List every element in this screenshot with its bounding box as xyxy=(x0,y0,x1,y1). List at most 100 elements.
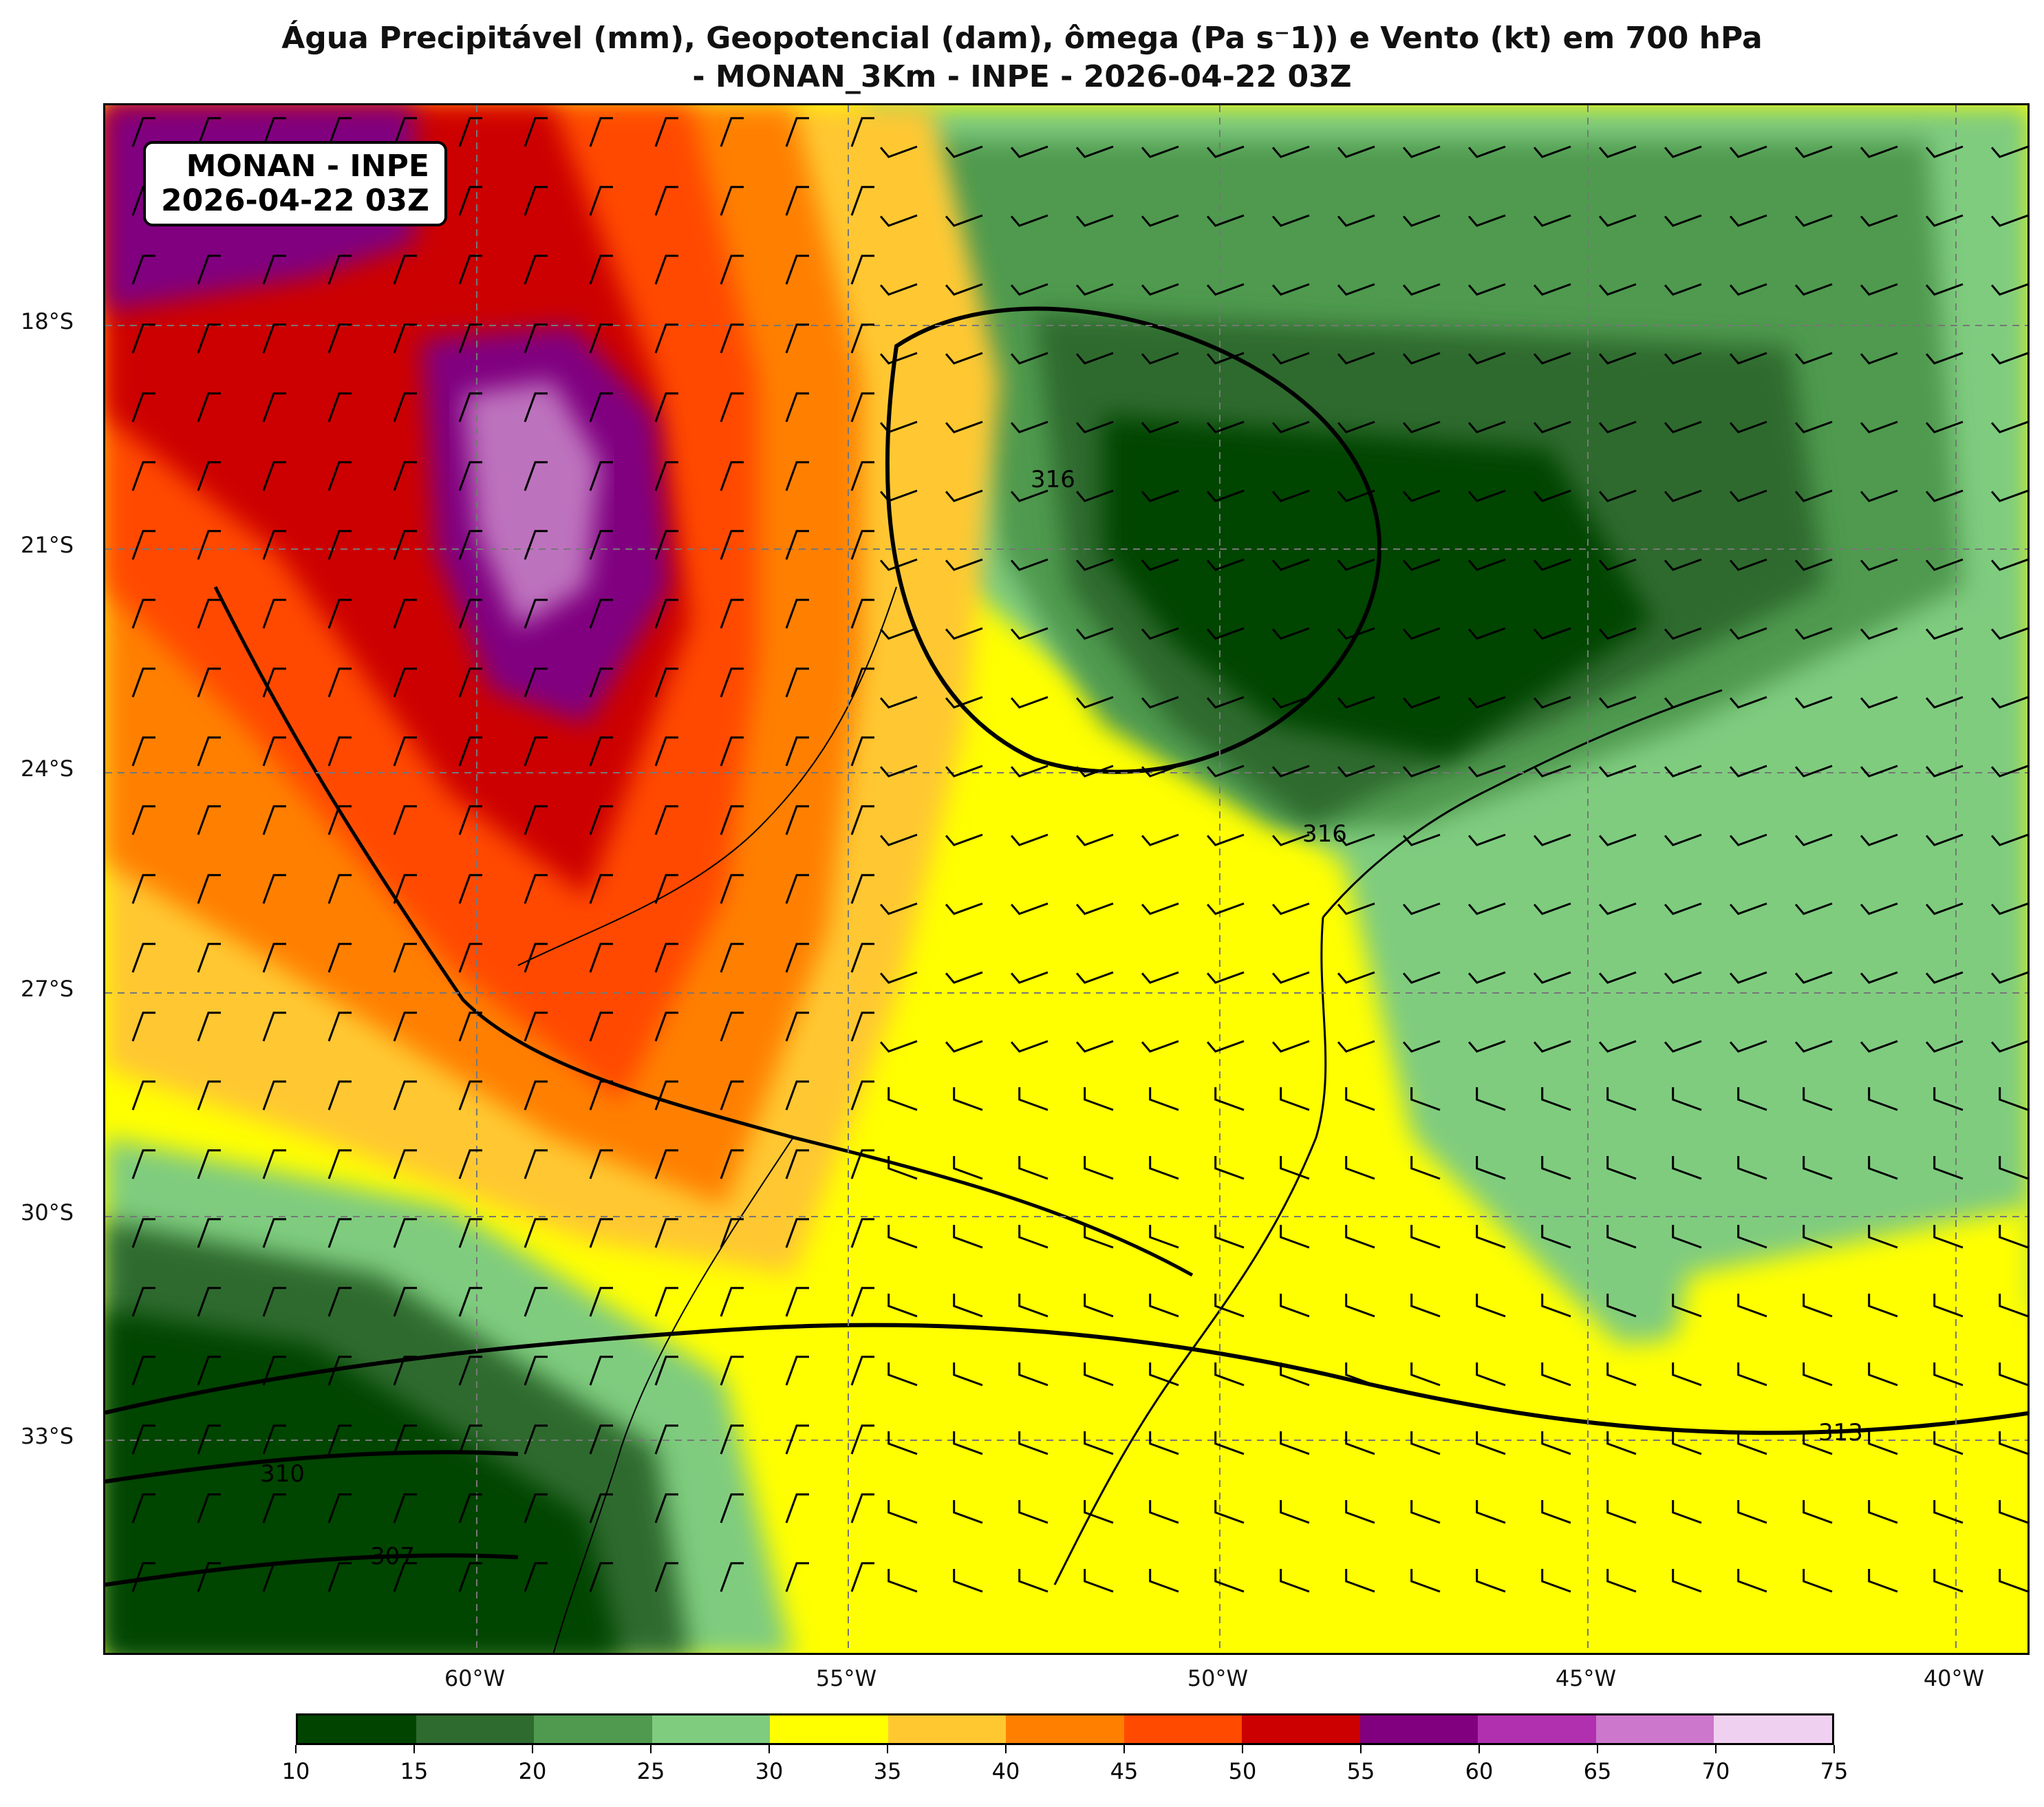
wind-barb xyxy=(1803,1225,1833,1249)
wind-barb xyxy=(1794,283,1833,296)
colorbar-tick xyxy=(413,1745,415,1753)
wind-barb xyxy=(1925,833,1964,846)
wind-barb xyxy=(720,323,744,354)
wind-barb xyxy=(1541,1500,1571,1524)
wind-barb xyxy=(589,874,613,904)
wind-barb xyxy=(720,1562,744,1592)
wind-barb xyxy=(524,1493,548,1523)
colorbar-tick-label: 15 xyxy=(400,1758,429,1784)
wind-barb xyxy=(1868,1362,1898,1387)
wind-barb xyxy=(1075,145,1114,158)
wind-barb xyxy=(945,696,983,709)
wind-barb xyxy=(524,117,548,147)
wind-barb xyxy=(1664,283,1702,296)
wind-barb xyxy=(1860,627,1898,640)
wind-barb xyxy=(1541,1362,1571,1387)
wind-barb xyxy=(1598,1040,1637,1053)
wind-barb xyxy=(1345,1569,1375,1593)
wind-barb xyxy=(458,1149,482,1179)
wind-barb xyxy=(1271,627,1310,640)
wind-barb xyxy=(1018,1225,1048,1249)
wind-barb xyxy=(1925,764,1964,778)
wind-barb xyxy=(654,1562,678,1592)
wind-barb xyxy=(458,874,482,904)
wind-barb xyxy=(327,1218,352,1248)
wind-barb xyxy=(327,599,352,629)
wind-barb xyxy=(720,1287,744,1317)
wind-barb xyxy=(327,943,352,973)
wind-barb xyxy=(1271,214,1310,227)
wind-barb xyxy=(1010,971,1048,984)
wind-barb xyxy=(1010,352,1048,365)
wind-barb xyxy=(1010,1040,1048,1053)
wind-barb xyxy=(720,255,744,285)
wind-barb xyxy=(1467,420,1506,434)
wind-barb xyxy=(654,1080,678,1111)
wind-barb xyxy=(1149,1294,1179,1318)
wind-barb xyxy=(589,530,613,560)
wind-barb xyxy=(720,1424,744,1455)
wind-barb xyxy=(1541,1225,1571,1249)
wind-barb xyxy=(458,1424,482,1455)
wind-barb xyxy=(1999,1431,2027,1455)
wind-barb xyxy=(1933,1156,1964,1180)
wind-barb xyxy=(197,255,221,285)
wind-barb xyxy=(327,1080,352,1111)
wind-barb xyxy=(1860,420,1898,434)
wind-barb xyxy=(1280,1500,1310,1524)
wind-barb xyxy=(1206,352,1245,365)
title-line-1: Água Precipitável (mm), Geopotencial (da… xyxy=(281,21,1763,56)
wind-barb xyxy=(654,186,678,216)
wind-barb xyxy=(720,667,744,698)
colorbar-tick xyxy=(1360,1745,1362,1753)
wind-barb xyxy=(850,1012,874,1042)
wind-barb xyxy=(1868,1294,1898,1318)
wind-barb xyxy=(1337,489,1375,502)
wind-barb xyxy=(1084,1500,1114,1524)
wind-barb xyxy=(1206,627,1245,640)
wind-barb xyxy=(1868,1156,1898,1180)
wind-barb xyxy=(1476,1362,1506,1387)
wind-barb xyxy=(458,667,482,698)
wind-barb xyxy=(654,392,678,423)
field-pink-core xyxy=(463,381,601,628)
wind-barb xyxy=(785,530,809,560)
wind-barb xyxy=(1598,558,1637,571)
wind-barb xyxy=(785,323,809,354)
wind-barb xyxy=(197,1149,221,1179)
wind-barb xyxy=(1075,283,1114,296)
colorbar-swatch xyxy=(1714,1715,1832,1743)
wind-barb xyxy=(197,117,221,147)
wind-barb xyxy=(262,530,286,560)
wind-barb xyxy=(1271,1040,1310,1053)
wind-barb xyxy=(785,186,809,216)
colorbar-tick-label: 65 xyxy=(1583,1758,1612,1784)
wind-barb xyxy=(1018,1156,1048,1180)
wind-barb xyxy=(1598,489,1637,502)
wind-barb xyxy=(1467,764,1506,778)
wind-barb xyxy=(1533,902,1571,915)
wind-barb xyxy=(131,1356,155,1386)
wind-barb xyxy=(327,1424,352,1455)
wind-barb xyxy=(953,1225,983,1249)
wind-barb xyxy=(197,943,221,973)
wind-barb xyxy=(654,530,678,560)
wind-barb xyxy=(945,764,983,778)
wind-barb xyxy=(1410,1156,1441,1180)
wind-barb xyxy=(945,214,983,227)
wind-barb xyxy=(393,1562,417,1592)
wind-barb xyxy=(262,599,286,629)
wind-barb xyxy=(1999,1156,2027,1180)
wind-barb xyxy=(1737,1225,1767,1249)
wind-barb xyxy=(1141,627,1179,640)
wind-barb xyxy=(654,1424,678,1455)
wind-barb xyxy=(589,1287,613,1317)
wind-barb xyxy=(785,461,809,491)
wind-barb xyxy=(1280,1431,1310,1455)
wind-barb xyxy=(1933,1294,1964,1318)
wind-barb xyxy=(1737,1294,1767,1318)
wind-barb xyxy=(1664,558,1702,571)
wind-barb xyxy=(1541,1156,1571,1180)
wind-barb xyxy=(953,1569,983,1593)
wind-barb xyxy=(327,1493,352,1523)
